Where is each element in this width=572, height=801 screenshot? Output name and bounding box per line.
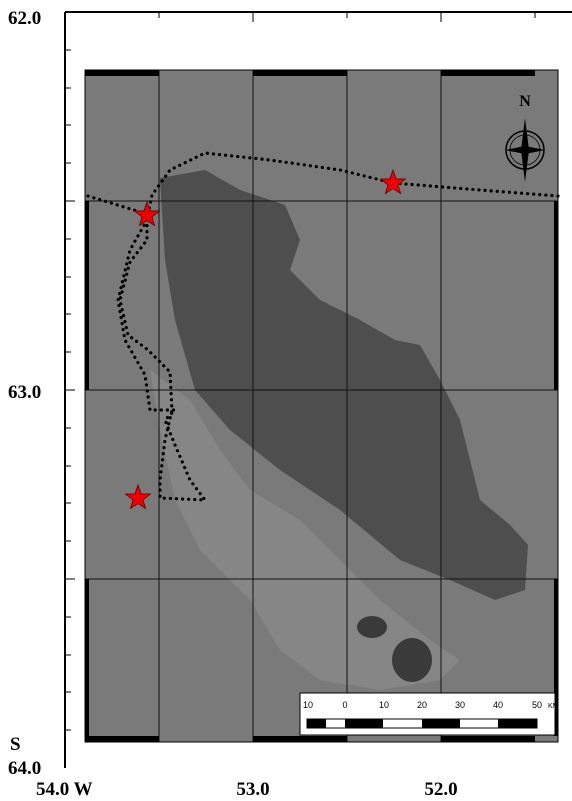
- lon-label: 53.0: [236, 779, 269, 800]
- scale-label: 50: [532, 700, 542, 710]
- scale-label: 20: [417, 700, 427, 710]
- lat-label: 62.0: [8, 8, 41, 29]
- scale-box: [300, 693, 555, 735]
- scale-label: 10: [379, 700, 389, 710]
- scale-label: 30: [455, 700, 465, 710]
- map: N 10 0 10 20 30 40 50 KM 62.0 63.0 S 64.…: [0, 0, 572, 801]
- scale-bar: [307, 719, 537, 728]
- dark-patch: [357, 616, 387, 638]
- lon-label: 54.0 W: [36, 779, 93, 800]
- scale-label: 0: [342, 700, 347, 710]
- scale-label: 10: [303, 700, 313, 710]
- scale-label: 40: [493, 700, 503, 710]
- dark-patch: [392, 638, 432, 682]
- scale-unit: KM: [548, 703, 559, 710]
- lat-label: 63.0: [8, 382, 41, 403]
- lat-hemisphere: S: [10, 734, 21, 755]
- lat-label: 64.0: [8, 758, 41, 779]
- compass-north: N: [519, 93, 531, 110]
- lon-label: 52.0: [424, 779, 457, 800]
